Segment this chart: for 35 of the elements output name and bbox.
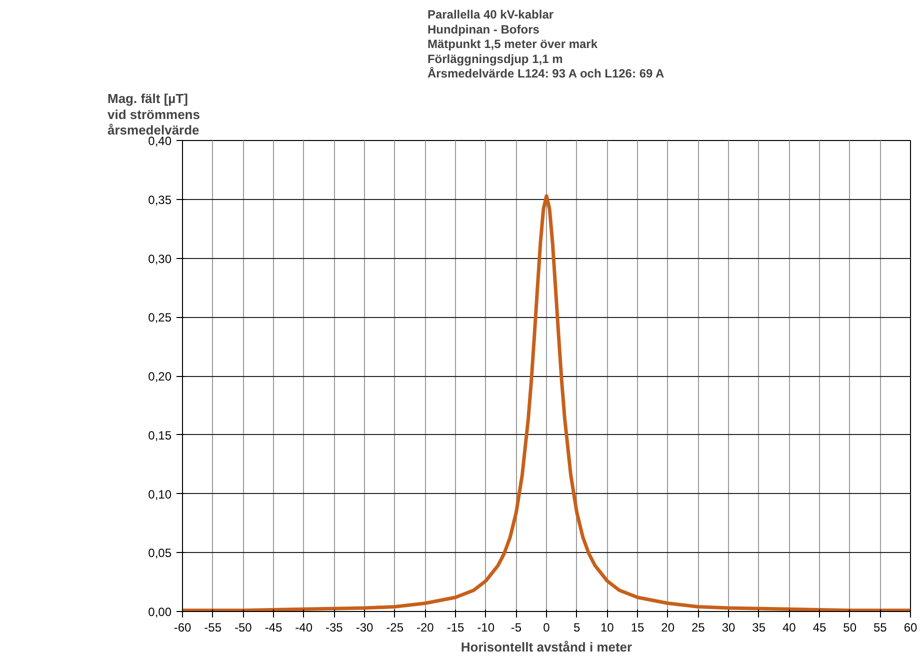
x-tick-label: 30 — [722, 620, 736, 634]
x-tick-label: 15 — [630, 620, 644, 634]
x-tick-label: 0 — [543, 620, 550, 634]
y-tick-label: 0,20 — [148, 370, 172, 384]
x-tick-label: 55 — [873, 620, 888, 634]
x-tick-label: -30 — [356, 620, 374, 634]
x-tick-label: 50 — [843, 620, 857, 634]
chart-title: Parallella 40 kV-kablar Hundpinan - Bofors Mätpunkt 1,5 meter över mark Förläggningsdjup 1,1 m Årsmedelvärde L124: 93 A och L126: 69 A — [427, 8, 665, 80]
x-tick-label: 20 — [661, 620, 675, 634]
x-tick-label: -35 — [325, 620, 344, 634]
x-tick-label: -10 — [477, 620, 495, 634]
x-tick-label: -15 — [446, 620, 464, 634]
x-tick-label: -25 — [386, 620, 404, 634]
x-tick-label: -50 — [234, 620, 252, 634]
y-tick-label: 0,30 — [148, 252, 172, 266]
x-tick-label: 45 — [812, 620, 826, 634]
x-tick-label: 10 — [600, 620, 614, 634]
y-tick-label: 0,15 — [148, 428, 172, 442]
x-axis-title: Horisontellt avstånd i meter — [460, 640, 632, 654]
x-tick-label: 5 — [573, 620, 580, 634]
x-tick-label: 40 — [782, 620, 796, 634]
y-tick-label: 0,25 — [148, 310, 172, 325]
y-tick-label: 0,05 — [148, 546, 172, 560]
x-tick-label: -40 — [295, 620, 313, 634]
y-tick-label: 0,10 — [148, 487, 172, 502]
x-tick-label: -45 — [264, 620, 282, 634]
y-tick-label: 0,35 — [148, 192, 172, 207]
x-tick-label: 35 — [752, 620, 766, 634]
x-tick-label: -20 — [416, 620, 434, 634]
x-tick-label: -55 — [204, 620, 222, 634]
x-tick-label: -5 — [510, 620, 522, 634]
x-tick-label: 60 — [904, 620, 918, 634]
x-tick-label: -60 — [174, 620, 192, 634]
x-tick-label: 25 — [691, 620, 706, 634]
y-tick-label: 0,00 — [148, 605, 172, 619]
